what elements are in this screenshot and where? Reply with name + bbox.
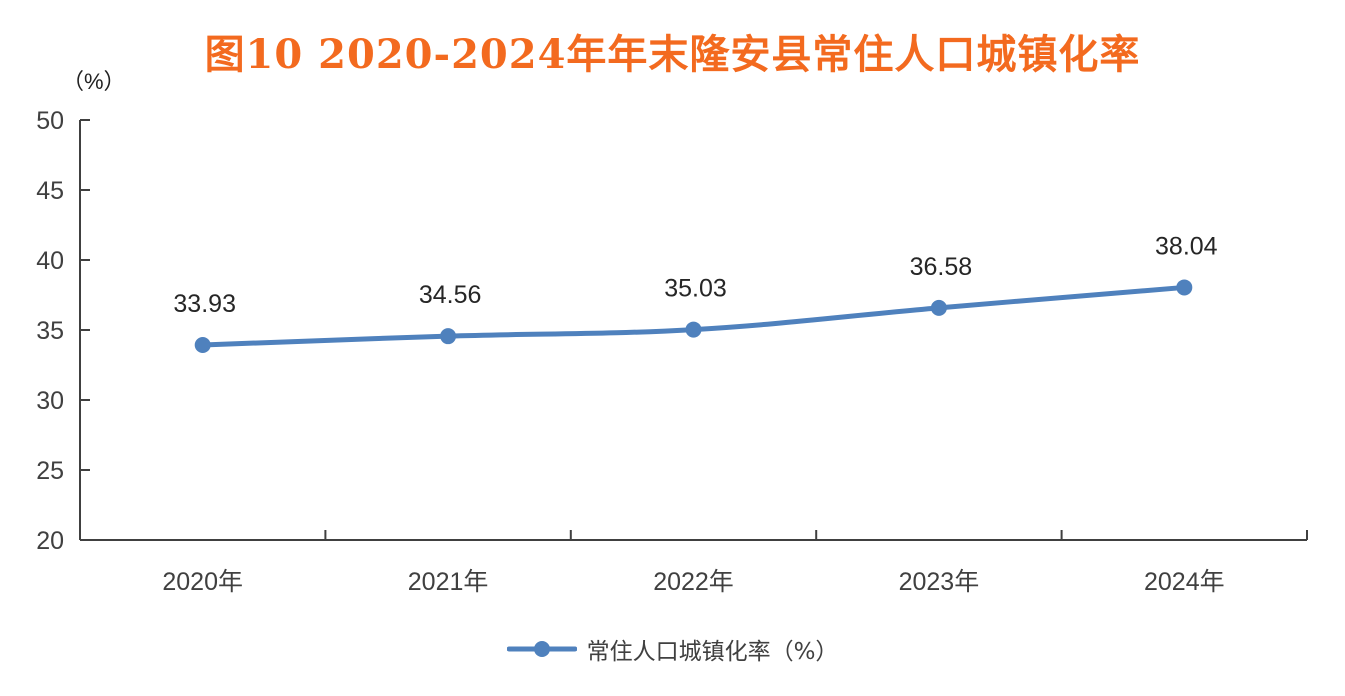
y-tick-label: 35: [36, 317, 64, 345]
data-label: 38.04: [1155, 232, 1218, 260]
y-tick-label: 30: [36, 387, 64, 415]
y-tick-label: 50: [36, 107, 64, 135]
x-tick-label: 2023年: [899, 568, 980, 596]
data-point: [440, 328, 457, 345]
x-tick-label: 2021年: [408, 568, 489, 596]
y-tick-label: 25: [36, 457, 64, 485]
axes: [79, 119, 1308, 541]
data-label: 34.56: [419, 281, 482, 309]
data-label: 33.93: [173, 290, 236, 318]
legend: 常住人口城镇化率（%）: [0, 632, 1345, 666]
legend-line-marker-icon: [506, 641, 577, 657]
y-tick-label: 20: [36, 527, 64, 555]
data-label: 35.03: [664, 275, 727, 303]
data-point: [930, 299, 947, 316]
y-tick-label: 45: [36, 177, 64, 205]
x-tick-label: 2020年: [162, 568, 243, 596]
data-label: 36.58: [910, 253, 973, 281]
data-point: [685, 321, 702, 338]
y-tick-label: 40: [36, 247, 64, 275]
legend-series-label: 常住人口城镇化率（%）: [586, 639, 839, 665]
x-tick-label: 2022年: [653, 568, 734, 596]
data-point: [194, 336, 211, 353]
data-point: [1176, 279, 1193, 296]
x-tick-label: 2024年: [1144, 568, 1225, 596]
chart-title: 图10 2020-2024年年末隆安县常住人口城镇化率: [204, 31, 1141, 78]
series-layer: 33.93 34.56 35.03 36.58 38.04: [173, 232, 1218, 353]
tick-labels: 20 25 30 35 40 45 50 2020年 2021年 2022年 2023年 2024年: [36, 107, 1224, 596]
y-axis-unit-label: （%）: [62, 69, 126, 94]
